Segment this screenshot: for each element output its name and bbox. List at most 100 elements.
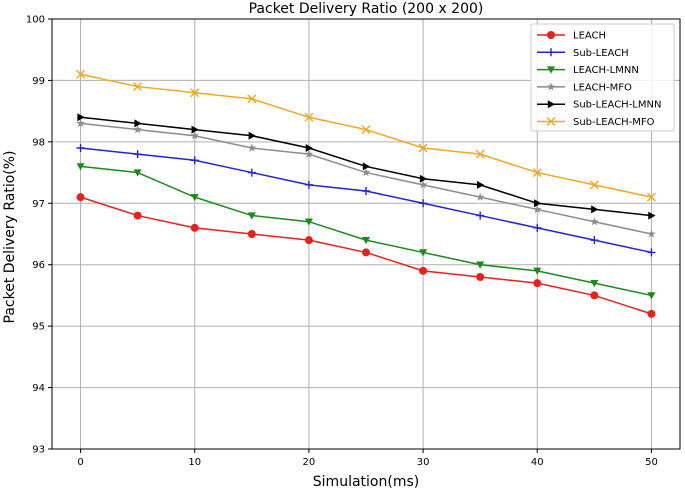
data-point xyxy=(361,125,371,135)
data-point xyxy=(76,193,85,202)
data-point xyxy=(191,125,199,134)
x-tick-label: 30 xyxy=(417,457,430,468)
x-tick-label: 10 xyxy=(188,457,201,468)
series-sub-leach xyxy=(76,144,656,257)
data-point xyxy=(361,168,371,177)
data-point xyxy=(590,217,599,226)
legend-marker xyxy=(547,31,555,39)
data-point xyxy=(190,131,200,140)
legend-label: Sub-LEACH xyxy=(573,48,629,59)
data-point xyxy=(133,82,143,92)
data-point xyxy=(133,169,142,177)
plot-area-frame xyxy=(51,18,681,450)
y-tick-label: 95 xyxy=(32,322,45,333)
data-point xyxy=(534,199,542,208)
legend-marker xyxy=(546,117,556,126)
legend-item: Sub-LEACH-LMNN xyxy=(537,100,661,111)
legend-marker xyxy=(547,66,555,74)
series-leach-lmnn xyxy=(76,163,656,300)
data-point xyxy=(647,248,656,257)
data-point xyxy=(532,204,542,214)
data-point xyxy=(247,212,256,220)
data-point xyxy=(647,292,656,300)
data-point xyxy=(418,180,428,189)
axis-ticks: 0 10 20 30 40 50 93 94 95 96 97 98 99 100 xyxy=(26,15,658,469)
data-point xyxy=(533,267,542,275)
data-point xyxy=(475,192,485,201)
data-point xyxy=(362,187,370,195)
data-point xyxy=(76,163,85,171)
legend-marker xyxy=(547,48,555,57)
data-point xyxy=(190,156,199,165)
data-point xyxy=(190,88,200,98)
data-point xyxy=(419,199,428,208)
data-point xyxy=(532,168,542,178)
legend-label: LEACH xyxy=(573,31,606,42)
data-point xyxy=(76,69,86,79)
data-point xyxy=(476,180,485,189)
y-tick-label: 100 xyxy=(26,15,45,26)
legend-label: Sub-LEACH-LMNN xyxy=(573,100,661,111)
data-point xyxy=(304,236,313,245)
y-tick-label: 96 xyxy=(32,260,45,271)
legend-box xyxy=(530,23,675,132)
series-line xyxy=(80,165,652,297)
data-point xyxy=(76,118,85,128)
data-point xyxy=(591,205,599,214)
data-point xyxy=(589,180,599,190)
data-point xyxy=(133,211,142,220)
x-tick-label: 50 xyxy=(645,457,658,468)
data-point xyxy=(134,119,142,128)
data-point xyxy=(247,168,256,177)
data-point xyxy=(648,211,656,220)
data-point xyxy=(133,150,142,159)
data-point xyxy=(304,180,313,189)
data-point xyxy=(248,131,256,140)
legend-item: LEACH xyxy=(537,31,606,42)
legend-marker xyxy=(547,100,555,109)
data-point xyxy=(190,193,199,202)
data-point xyxy=(305,144,313,152)
data-point xyxy=(247,143,257,152)
x-tick-label: 20 xyxy=(303,457,316,468)
data-point xyxy=(646,192,656,202)
data-point xyxy=(419,174,428,183)
data-point xyxy=(247,94,257,104)
x-tick-label: 0 xyxy=(77,457,83,468)
legend-label: LEACH-MFO xyxy=(573,82,632,93)
data-point xyxy=(76,144,85,152)
series-sub-leach-mfo xyxy=(76,69,656,202)
data-point xyxy=(304,149,314,158)
data-point xyxy=(419,266,428,275)
data-point xyxy=(647,309,656,318)
y-tick-label: 98 xyxy=(32,137,45,148)
data-point xyxy=(418,143,428,153)
y-tick-label: 97 xyxy=(32,199,45,210)
data-point xyxy=(533,223,542,232)
data-point xyxy=(362,162,370,171)
data-point xyxy=(362,248,370,257)
series-leach-mfo xyxy=(76,118,656,238)
data-point xyxy=(362,236,370,245)
series-line xyxy=(80,147,652,254)
legend-item: Sub-LEACH-MFO xyxy=(537,117,655,128)
legend-item: LEACH-MFO xyxy=(537,82,632,93)
data-point xyxy=(590,236,599,245)
data-point xyxy=(247,230,256,238)
data-point xyxy=(647,229,656,238)
series-sub-leach-lmnn xyxy=(77,113,656,220)
x-axis-title: Simulation(ms) xyxy=(313,474,419,490)
data-point xyxy=(475,149,485,159)
series-layer xyxy=(76,69,656,318)
data-point xyxy=(476,261,485,269)
legend-item: LEACH-LMNN xyxy=(537,65,639,76)
data-point xyxy=(304,112,314,122)
legend-label: Sub-LEACH-MFO xyxy=(573,117,655,128)
series-leach xyxy=(76,193,656,318)
y-tick-label: 93 xyxy=(32,445,45,456)
data-point xyxy=(590,291,599,300)
data-point xyxy=(590,279,599,288)
data-point xyxy=(419,249,428,257)
data-point xyxy=(190,223,199,232)
